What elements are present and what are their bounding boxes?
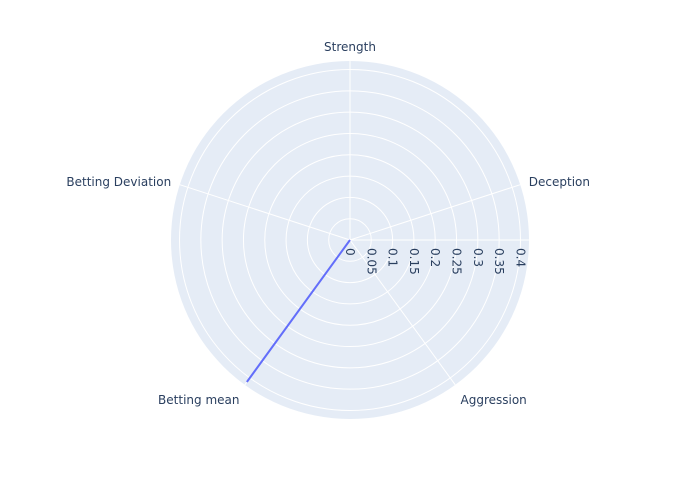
radial-tick-label: 0.3 <box>471 248 485 267</box>
radial-tick-label: 0.25 <box>450 248 464 275</box>
series-layer <box>246 239 351 383</box>
angular-gridline <box>349 239 456 386</box>
category-label: Betting mean <box>158 393 239 407</box>
radial-tick-label: 0.2 <box>428 248 442 267</box>
angular-gridline <box>179 184 351 241</box>
radial-tick-label: 0 <box>343 248 357 256</box>
category-label: Betting Deviation <box>66 175 171 189</box>
category-labels: Strength Deception Aggression Betting mean B… <box>66 40 590 407</box>
radial-tick-label: 0.1 <box>386 248 400 267</box>
radial-tick-labels: 0 0.05 0.1 0.15 0.2 0.25 0.3 0.35 0.4 <box>343 248 527 275</box>
radial-tick-label: 0.05 <box>364 248 378 275</box>
series-line <box>246 239 351 383</box>
radial-tick-label: 0.35 <box>492 248 506 275</box>
category-label: Strength <box>324 40 376 54</box>
angular-gridline <box>349 184 521 241</box>
radial-tick-label: 0.4 <box>513 248 527 267</box>
category-label: Deception <box>529 175 590 189</box>
radial-tick-label: 0.15 <box>407 248 421 275</box>
category-label: Aggression <box>461 393 527 407</box>
